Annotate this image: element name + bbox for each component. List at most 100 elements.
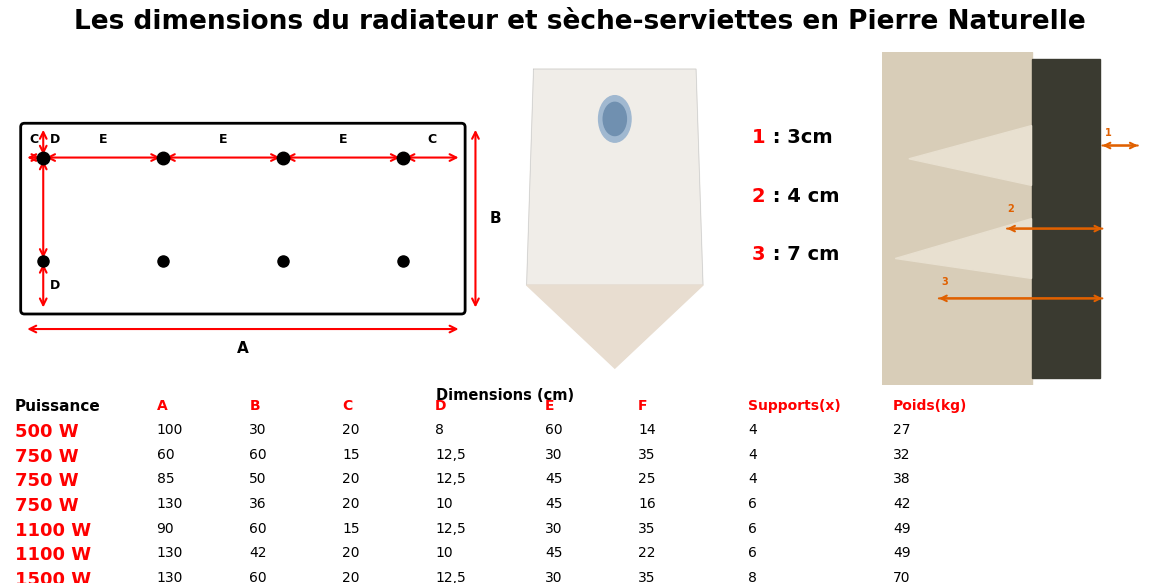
Text: E: E xyxy=(219,133,227,146)
Text: 2: 2 xyxy=(752,187,766,206)
Text: 49: 49 xyxy=(893,546,911,560)
Text: 70: 70 xyxy=(893,571,911,583)
Text: 12,5: 12,5 xyxy=(435,522,466,536)
Text: 38: 38 xyxy=(893,472,911,486)
Text: 1: 1 xyxy=(752,128,766,147)
Text: 130: 130 xyxy=(157,497,183,511)
Text: 4: 4 xyxy=(748,448,757,462)
Text: D: D xyxy=(50,279,60,292)
Text: 1100 W: 1100 W xyxy=(15,546,92,564)
Text: 16: 16 xyxy=(638,497,655,511)
Polygon shape xyxy=(896,219,1031,279)
Text: 27: 27 xyxy=(893,423,911,437)
Text: 10: 10 xyxy=(435,497,452,511)
Text: 49: 49 xyxy=(893,522,911,536)
Text: 42: 42 xyxy=(893,497,911,511)
Text: 60: 60 xyxy=(545,423,563,437)
Polygon shape xyxy=(527,69,703,285)
Text: 15: 15 xyxy=(342,448,360,462)
Text: 35: 35 xyxy=(638,448,655,462)
Text: 36: 36 xyxy=(249,497,267,511)
Text: C: C xyxy=(342,399,353,413)
Text: 1: 1 xyxy=(1105,128,1112,138)
Text: 35: 35 xyxy=(638,571,655,583)
Text: 60: 60 xyxy=(157,448,174,462)
Text: 750 W: 750 W xyxy=(15,497,79,515)
Text: C: C xyxy=(427,133,436,146)
Text: A: A xyxy=(237,341,248,356)
Polygon shape xyxy=(1031,59,1100,378)
Text: 6: 6 xyxy=(748,546,757,560)
Text: 2: 2 xyxy=(1007,204,1014,214)
Text: 100: 100 xyxy=(157,423,183,437)
Text: 6: 6 xyxy=(748,522,757,536)
Text: 20: 20 xyxy=(342,423,360,437)
Text: Supports(x): Supports(x) xyxy=(748,399,841,413)
Text: 30: 30 xyxy=(545,571,563,583)
Text: : 4 cm: : 4 cm xyxy=(766,187,839,206)
Text: 20: 20 xyxy=(342,546,360,560)
Text: 20: 20 xyxy=(342,472,360,486)
Text: 10: 10 xyxy=(435,546,452,560)
Text: 35: 35 xyxy=(638,522,655,536)
Text: 12,5: 12,5 xyxy=(435,472,466,486)
Text: 32: 32 xyxy=(893,448,911,462)
Text: 22: 22 xyxy=(638,546,655,560)
Text: 14: 14 xyxy=(638,423,655,437)
Text: 85: 85 xyxy=(157,472,174,486)
Text: 45: 45 xyxy=(545,497,563,511)
Text: 1500 W: 1500 W xyxy=(15,571,92,583)
Text: C: C xyxy=(29,133,38,146)
Polygon shape xyxy=(527,285,703,368)
Text: 60: 60 xyxy=(249,571,267,583)
Text: Les dimensions du radiateur et sèche-serviettes en Pierre Naturelle: Les dimensions du radiateur et sèche-ser… xyxy=(74,9,1086,35)
Text: 42: 42 xyxy=(249,546,267,560)
Text: 25: 25 xyxy=(638,472,655,486)
Text: 750 W: 750 W xyxy=(15,448,79,466)
Text: 8: 8 xyxy=(748,571,757,583)
Text: Dimensions (cm): Dimensions (cm) xyxy=(435,388,574,403)
Text: E: E xyxy=(99,133,108,146)
Text: 4: 4 xyxy=(748,472,757,486)
Text: : 7 cm: : 7 cm xyxy=(766,245,839,264)
Text: 12,5: 12,5 xyxy=(435,448,466,462)
Text: 20: 20 xyxy=(342,497,360,511)
Text: 45: 45 xyxy=(545,472,563,486)
Text: 15: 15 xyxy=(342,522,360,536)
Text: B: B xyxy=(249,399,260,413)
Text: D: D xyxy=(435,399,447,413)
Text: 6: 6 xyxy=(748,497,757,511)
Polygon shape xyxy=(909,125,1031,185)
Text: Puissance: Puissance xyxy=(15,399,101,414)
Circle shape xyxy=(603,102,626,136)
Text: 45: 45 xyxy=(545,546,563,560)
Text: 130: 130 xyxy=(157,571,183,583)
Polygon shape xyxy=(882,52,1031,385)
FancyBboxPatch shape xyxy=(21,123,465,314)
Text: 30: 30 xyxy=(545,522,563,536)
Text: 30: 30 xyxy=(545,448,563,462)
Text: 12,5: 12,5 xyxy=(435,571,466,583)
Text: 20: 20 xyxy=(342,571,360,583)
Circle shape xyxy=(599,96,631,142)
Text: B: B xyxy=(490,211,501,226)
Text: 90: 90 xyxy=(157,522,174,536)
Text: 50: 50 xyxy=(249,472,267,486)
Text: E: E xyxy=(545,399,554,413)
Text: 3: 3 xyxy=(752,245,766,264)
Text: 1100 W: 1100 W xyxy=(15,522,92,539)
Text: 3: 3 xyxy=(942,277,949,287)
Text: 8: 8 xyxy=(435,423,444,437)
Text: : 3cm: : 3cm xyxy=(766,128,832,147)
Text: 60: 60 xyxy=(249,522,267,536)
Text: D: D xyxy=(50,134,60,146)
Text: 130: 130 xyxy=(157,546,183,560)
Text: 500 W: 500 W xyxy=(15,423,79,441)
Text: 750 W: 750 W xyxy=(15,472,79,490)
Text: E: E xyxy=(339,133,347,146)
Text: 60: 60 xyxy=(249,448,267,462)
Text: Poids(kg): Poids(kg) xyxy=(893,399,967,413)
Text: A: A xyxy=(157,399,167,413)
Text: 4: 4 xyxy=(748,423,757,437)
Text: 30: 30 xyxy=(249,423,267,437)
